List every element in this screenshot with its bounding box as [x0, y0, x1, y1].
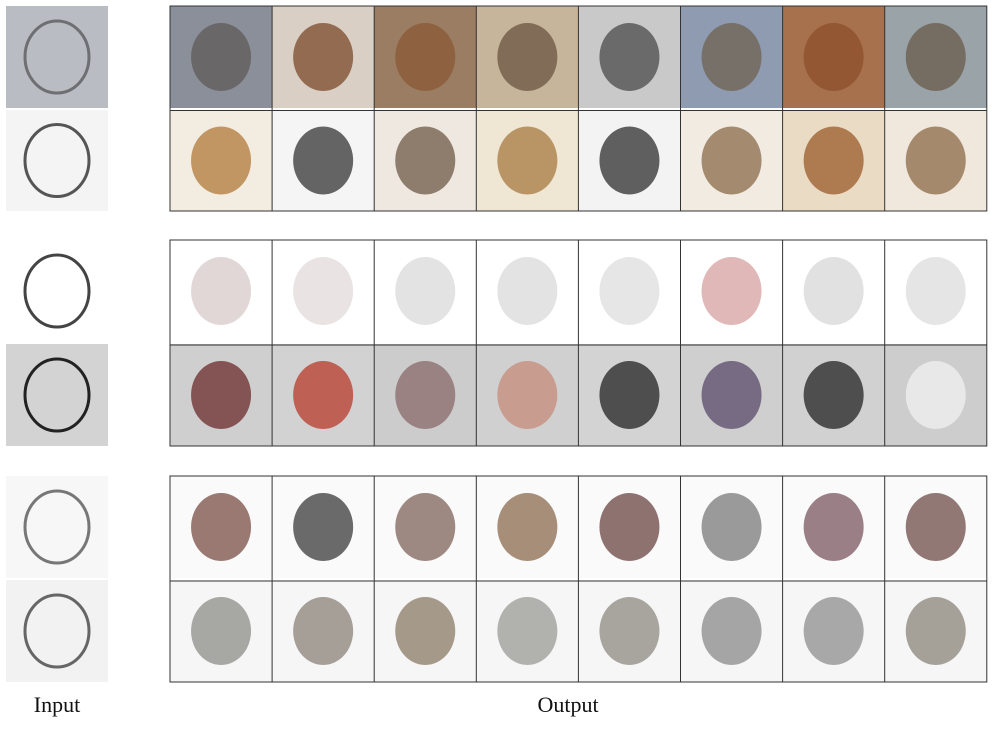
output-subject [497, 493, 558, 561]
output-subject [395, 361, 456, 429]
output-subject [395, 126, 456, 195]
output-subject [905, 126, 966, 195]
input-label: Input [34, 692, 80, 717]
output-subject [803, 126, 864, 195]
input-image [6, 476, 108, 578]
input-subject [23, 593, 91, 669]
output-subject [191, 23, 252, 91]
output-label: Output [537, 692, 598, 717]
output-subject [497, 361, 558, 429]
output-subject [905, 361, 966, 429]
output-subject [803, 257, 864, 325]
output-subject [599, 361, 660, 429]
output-subject [293, 597, 354, 665]
output-subject [905, 23, 966, 91]
input-image [6, 344, 108, 446]
output-subject [293, 23, 354, 91]
output-subject [293, 126, 354, 195]
output-subject [293, 361, 354, 429]
output-subject [905, 493, 966, 561]
output-subject [599, 493, 660, 561]
output-subject [497, 23, 558, 91]
output-subject [905, 597, 966, 665]
output-subject [701, 597, 762, 665]
input-image [6, 240, 108, 342]
input-subject [23, 19, 91, 95]
output-subject [599, 126, 660, 195]
input-image [6, 580, 108, 682]
input-subject [23, 253, 91, 329]
output-subject [191, 257, 252, 325]
image-grid [6, 5, 988, 683]
input-subject [23, 489, 91, 565]
output-subject [191, 126, 252, 195]
output-subject [701, 361, 762, 429]
output-subject [191, 493, 252, 561]
output-subject [803, 597, 864, 665]
input-subject [23, 357, 91, 433]
output-subject [701, 126, 762, 195]
output-subject [395, 257, 456, 325]
output-subject [191, 361, 252, 429]
output-subject [905, 257, 966, 325]
output-subject [395, 597, 456, 665]
output-subject [497, 126, 558, 195]
output-subject [293, 493, 354, 561]
output-subject [395, 493, 456, 561]
input-image [6, 110, 108, 211]
output-subject [293, 257, 354, 325]
output-subject [803, 361, 864, 429]
output-subject [599, 597, 660, 665]
output-subject [191, 597, 252, 665]
input-subject [23, 123, 91, 198]
input-image [6, 6, 108, 108]
output-subject [803, 493, 864, 561]
output-subject [701, 493, 762, 561]
output-subject [497, 597, 558, 665]
output-subject [599, 23, 660, 91]
output-subject [701, 23, 762, 91]
output-subject [701, 257, 762, 325]
output-subject [497, 257, 558, 325]
output-subject [395, 23, 456, 91]
output-subject [803, 23, 864, 91]
output-subject [599, 257, 660, 325]
